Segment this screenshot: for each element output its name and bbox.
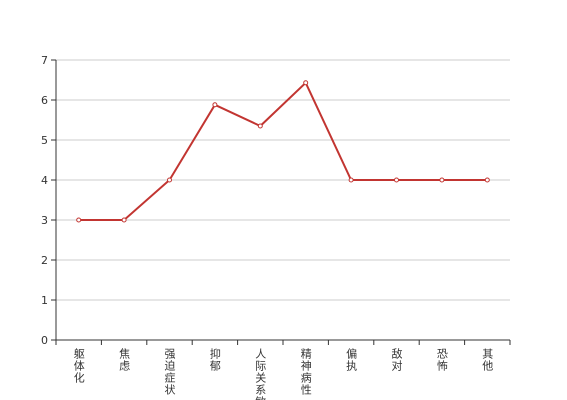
x-tick-label: 偏执: [345, 347, 358, 372]
point: [121, 217, 127, 223]
x-tick-label: 抑郁: [208, 347, 221, 372]
x-tick-label: 其他: [481, 348, 494, 372]
y-tick-label: 7: [41, 54, 48, 67]
x-tick-label: 人际关系敏感: [254, 348, 267, 400]
point: [394, 177, 399, 183]
point: [167, 177, 172, 183]
point: [212, 102, 218, 108]
x-tick-label: 躯体化: [72, 348, 85, 384]
y-tick-label: 2: [41, 254, 48, 267]
y-tick-label: 0: [41, 334, 48, 347]
x-tick-label: 敌对: [390, 347, 403, 372]
x-tick-label: 强迫症状: [163, 348, 176, 396]
point: [76, 217, 82, 223]
x-tick-label: 焦虑: [118, 348, 131, 372]
x-tick-label: 精神病性: [299, 348, 312, 396]
y-tick-label: 1: [41, 294, 48, 307]
y-tick-label: 6: [41, 94, 48, 107]
y-tick-label: 4: [41, 174, 48, 187]
point: [348, 177, 354, 183]
point: [257, 123, 263, 129]
point: [439, 177, 445, 183]
y-tick-label: 5: [41, 134, 48, 147]
y-tick-label: 3: [41, 214, 48, 227]
point: [484, 177, 490, 183]
x-tick-label: 恐怖: [435, 348, 448, 372]
point: [303, 80, 309, 86]
line: [78, 81, 488, 221]
